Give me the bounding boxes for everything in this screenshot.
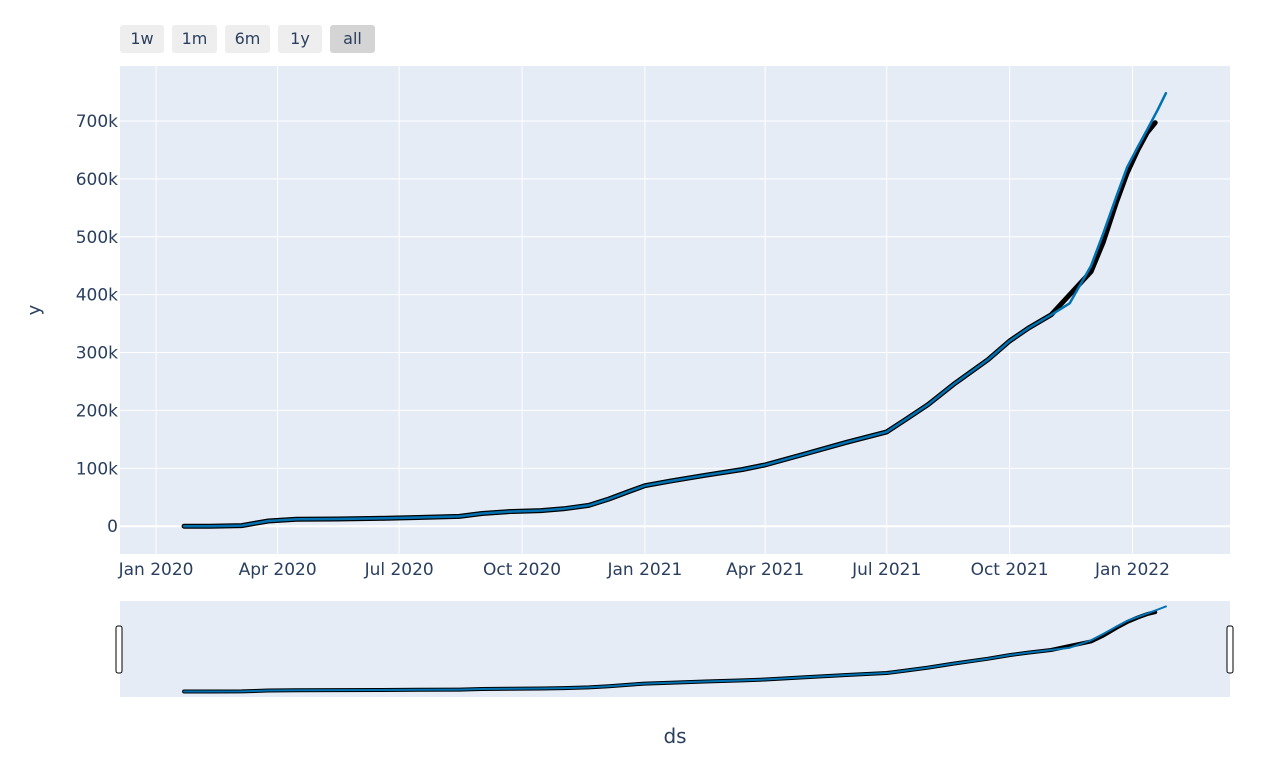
forecast-series-line bbox=[182, 91, 1168, 528]
x-tick-label: Jan 2020 bbox=[118, 560, 194, 580]
y-tick-label: 200k bbox=[76, 401, 118, 421]
slider-series-group bbox=[182, 605, 1167, 694]
x-tick-label: Oct 2020 bbox=[483, 560, 561, 580]
y-tick-label: 300k bbox=[76, 344, 118, 364]
range-button-1y[interactable]: 1y bbox=[278, 25, 322, 53]
x-tick-label: Jan 2021 bbox=[607, 560, 683, 580]
x-tick-label: Jul 2021 bbox=[851, 560, 921, 580]
x-tick-label: Apr 2020 bbox=[239, 560, 317, 580]
range-slider-right-handle[interactable] bbox=[1226, 625, 1234, 674]
y-axis-label: y bbox=[24, 304, 45, 315]
x-tick-labels: Jan 2020 Apr 2020 Jul 2020 Oct 2020 Jan 2021… bbox=[118, 560, 1170, 580]
range-button-1w[interactable]: 1w bbox=[120, 25, 164, 53]
range-button-6m[interactable]: 6m bbox=[225, 25, 270, 53]
x-axis-label: ds bbox=[663, 724, 686, 748]
y-tick-label: 400k bbox=[76, 286, 118, 306]
y-tick-labels: 0 100k 200k 300k 400k 500k 600k 700k bbox=[76, 112, 118, 537]
x-tick-label: Jan 2022 bbox=[1094, 560, 1170, 580]
main-plot-area[interactable] bbox=[120, 66, 1230, 554]
y-tick-label: 100k bbox=[76, 459, 118, 479]
x-tick-label: Jul 2020 bbox=[364, 560, 434, 580]
y-tick-label: 500k bbox=[76, 228, 118, 248]
y-tick-label: 700k bbox=[76, 112, 118, 132]
y-tick-label: 600k bbox=[76, 170, 118, 190]
y-tick-label: 0 bbox=[107, 517, 118, 537]
slider-forecast-line bbox=[183, 605, 1167, 693]
range-button-all[interactable]: all bbox=[330, 25, 375, 53]
x-tick-label: Apr 2021 bbox=[726, 560, 804, 580]
x-tick-label: Oct 2021 bbox=[971, 560, 1049, 580]
y-gridlines bbox=[120, 120, 1230, 528]
range-slider-left-handle[interactable] bbox=[115, 625, 123, 674]
main-series-group bbox=[181, 91, 1168, 529]
range-button-1m[interactable]: 1m bbox=[172, 25, 217, 53]
x-gridlines bbox=[155, 66, 1133, 554]
